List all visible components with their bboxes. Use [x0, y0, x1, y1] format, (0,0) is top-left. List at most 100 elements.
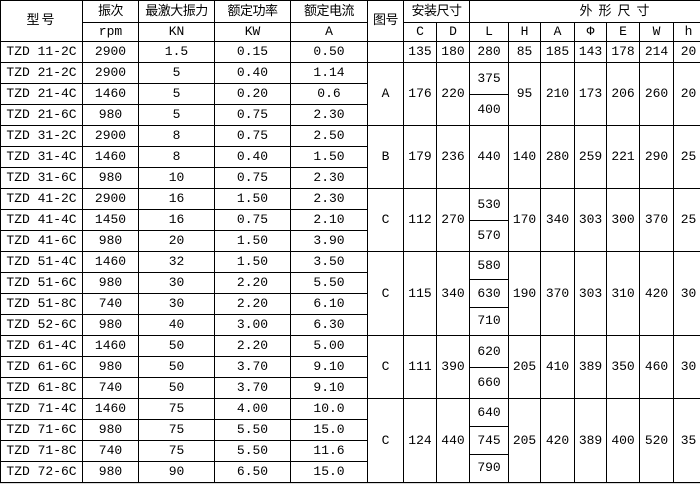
- cell-dim-l-variant[interactable]: 375: [470, 64, 508, 95]
- cell-model[interactable]: TZD 61-6C: [1, 357, 83, 378]
- cell-dim-a[interactable]: 280: [541, 126, 575, 189]
- cell-power[interactable]: 0.75: [215, 126, 291, 147]
- cell-dim-d[interactable]: 390: [437, 336, 470, 399]
- cell-rpm[interactable]: 1460: [83, 336, 139, 357]
- cell-dim-e[interactable]: 300: [607, 189, 640, 252]
- cell-dim-c[interactable]: 111: [404, 336, 437, 399]
- cell-model[interactable]: TZD 71-4C: [1, 399, 83, 420]
- cell-model[interactable]: TZD 31-6C: [1, 168, 83, 189]
- cell-rpm[interactable]: 1460: [83, 84, 139, 105]
- cell-drawing-no[interactable]: A: [368, 63, 404, 126]
- cell-dim-h-small[interactable]: 30: [674, 252, 700, 336]
- cell-dim-w[interactable]: 260: [640, 63, 674, 126]
- cell-model[interactable]: TZD 51-8C: [1, 294, 83, 315]
- cell-current[interactable]: 0.50: [291, 42, 368, 63]
- cell-current[interactable]: 2.30: [291, 105, 368, 126]
- cell-model[interactable]: TZD 71-6C: [1, 420, 83, 441]
- cell-dim-l[interactable]: 440: [470, 126, 509, 189]
- cell-dim-d[interactable]: 180: [437, 42, 470, 63]
- cell-power[interactable]: 1.50: [215, 252, 291, 273]
- cell-dim-l-variant[interactable]: 790: [470, 454, 508, 481]
- cell-force[interactable]: 90: [139, 462, 215, 483]
- cell-dim-phi[interactable]: 389: [575, 399, 607, 483]
- cell-dim-c[interactable]: 176: [404, 63, 437, 126]
- cell-dim-w[interactable]: 290: [640, 126, 674, 189]
- cell-dim-h[interactable]: 190: [509, 252, 541, 336]
- cell-model[interactable]: TZD 61-8C: [1, 378, 83, 399]
- cell-dim-l-variant[interactable]: 580: [470, 253, 508, 280]
- cell-force[interactable]: 20: [139, 231, 215, 252]
- cell-dim-l[interactable]: 280: [470, 42, 509, 63]
- cell-current[interactable]: 10.0: [291, 399, 368, 420]
- cell-dim-l-variant[interactable]: 745: [470, 427, 508, 455]
- cell-dim-l-variant[interactable]: 660: [470, 367, 508, 398]
- cell-dim-d[interactable]: 440: [437, 399, 470, 483]
- cell-rpm[interactable]: 2900: [83, 42, 139, 63]
- cell-dim-w[interactable]: 520: [640, 399, 674, 483]
- cell-power[interactable]: 0.75: [215, 210, 291, 231]
- cell-dim-e[interactable]: 206: [607, 63, 640, 126]
- cell-dim-e[interactable]: 178: [607, 42, 640, 63]
- cell-force[interactable]: 32: [139, 252, 215, 273]
- cell-dim-h[interactable]: 95: [509, 63, 541, 126]
- cell-dim-w[interactable]: 460: [640, 336, 674, 399]
- cell-rpm[interactable]: 1450: [83, 210, 139, 231]
- cell-force[interactable]: 50: [139, 357, 215, 378]
- cell-model[interactable]: TZD 21-4C: [1, 84, 83, 105]
- cell-power[interactable]: 5.50: [215, 441, 291, 462]
- cell-power[interactable]: 2.20: [215, 294, 291, 315]
- cell-model[interactable]: TZD 41-2C: [1, 189, 83, 210]
- cell-power[interactable]: 0.75: [215, 168, 291, 189]
- cell-force[interactable]: 30: [139, 294, 215, 315]
- cell-dim-a[interactable]: 210: [541, 63, 575, 126]
- cell-rpm[interactable]: 980: [83, 315, 139, 336]
- cell-force[interactable]: 75: [139, 420, 215, 441]
- cell-model[interactable]: TZD 51-6C: [1, 273, 83, 294]
- cell-dim-c[interactable]: 179: [404, 126, 437, 189]
- cell-current[interactable]: 9.10: [291, 357, 368, 378]
- cell-current[interactable]: 5.00: [291, 336, 368, 357]
- cell-force[interactable]: 16: [139, 189, 215, 210]
- cell-current[interactable]: 1.50: [291, 147, 368, 168]
- cell-dim-h-small[interactable]: 30: [674, 336, 700, 399]
- cell-dim-e[interactable]: 400: [607, 399, 640, 483]
- cell-force[interactable]: 75: [139, 399, 215, 420]
- cell-power[interactable]: 6.50: [215, 462, 291, 483]
- cell-dim-a[interactable]: 340: [541, 189, 575, 252]
- cell-model[interactable]: TZD 11-2C: [1, 42, 83, 63]
- cell-force[interactable]: 8: [139, 147, 215, 168]
- cell-model[interactable]: TZD 21-6C: [1, 105, 83, 126]
- cell-dim-phi[interactable]: 259: [575, 126, 607, 189]
- cell-current[interactable]: 6.10: [291, 294, 368, 315]
- cell-power[interactable]: 0.75: [215, 105, 291, 126]
- cell-force[interactable]: 5: [139, 63, 215, 84]
- cell-force[interactable]: 40: [139, 315, 215, 336]
- cell-dim-phi[interactable]: 389: [575, 336, 607, 399]
- cell-dim-phi[interactable]: 143: [575, 42, 607, 63]
- cell-dim-e[interactable]: 310: [607, 252, 640, 336]
- cell-force[interactable]: 5: [139, 105, 215, 126]
- cell-current[interactable]: 3.50: [291, 252, 368, 273]
- cell-force[interactable]: 75: [139, 441, 215, 462]
- cell-dim-h-small[interactable]: 25: [674, 126, 700, 189]
- cell-dim-d[interactable]: 220: [437, 63, 470, 126]
- cell-dim-w[interactable]: 214: [640, 42, 674, 63]
- cell-dim-e[interactable]: 221: [607, 126, 640, 189]
- cell-current[interactable]: 2.50: [291, 126, 368, 147]
- cell-model[interactable]: TZD 71-8C: [1, 441, 83, 462]
- cell-model[interactable]: TZD 41-4C: [1, 210, 83, 231]
- cell-current[interactable]: 6.30: [291, 315, 368, 336]
- cell-power[interactable]: 0.40: [215, 147, 291, 168]
- cell-force[interactable]: 50: [139, 336, 215, 357]
- cell-rpm[interactable]: 980: [83, 231, 139, 252]
- cell-power[interactable]: 4.00: [215, 399, 291, 420]
- cell-dim-l-variant[interactable]: 640: [470, 400, 508, 427]
- cell-dim-a[interactable]: 410: [541, 336, 575, 399]
- cell-dim-e[interactable]: 350: [607, 336, 640, 399]
- cell-dim-a[interactable]: 420: [541, 399, 575, 483]
